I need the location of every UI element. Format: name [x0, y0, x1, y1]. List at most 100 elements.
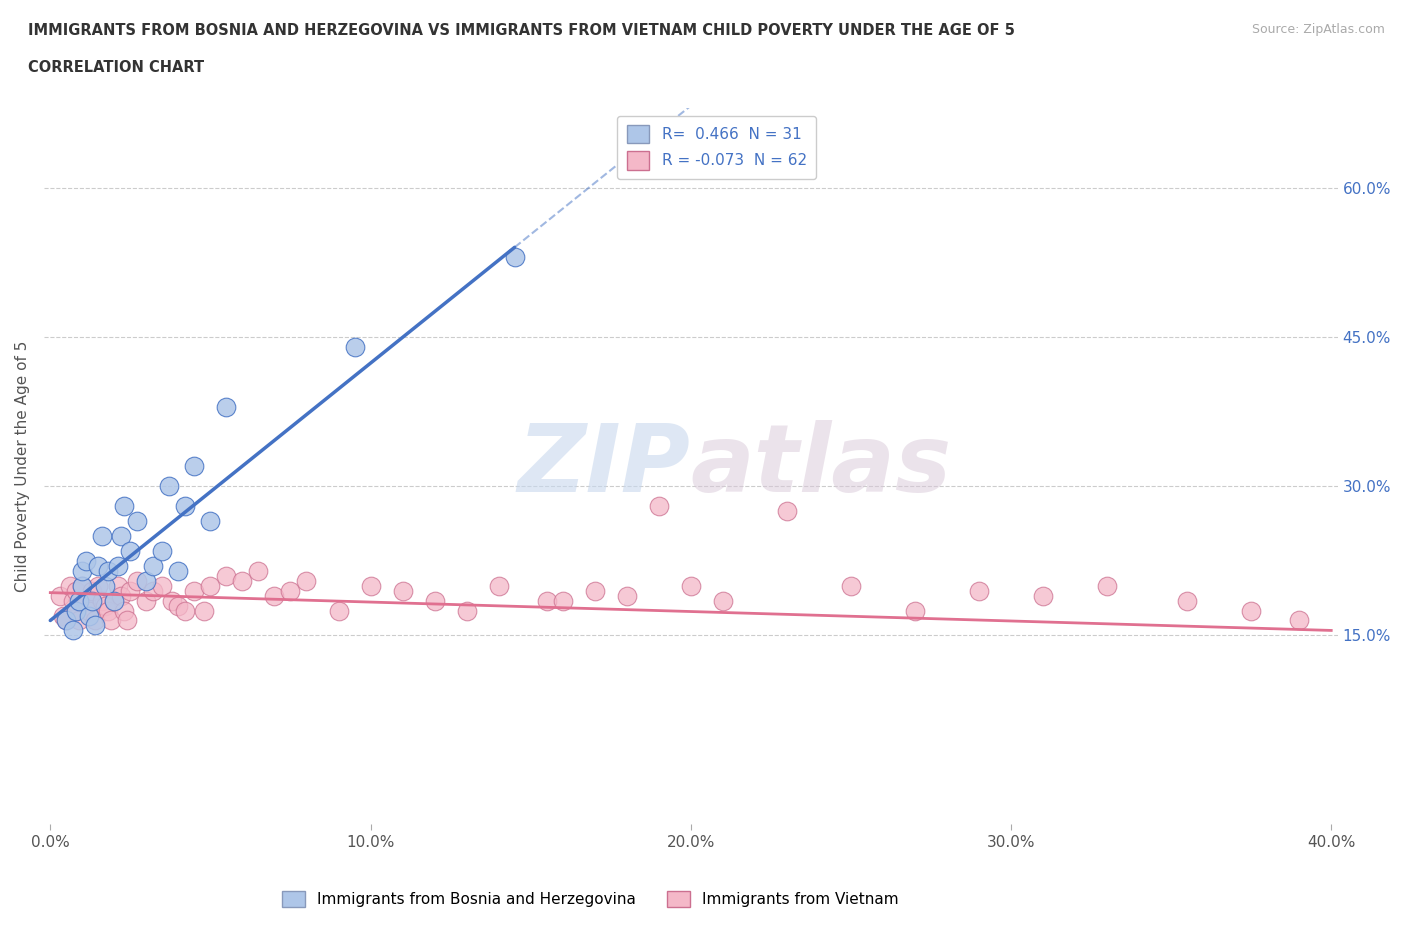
Point — [115, 613, 138, 628]
Point — [80, 593, 103, 608]
Point — [135, 593, 157, 608]
Point — [200, 578, 222, 593]
Point — [904, 603, 927, 618]
Point — [231, 573, 253, 588]
Point — [193, 603, 215, 618]
Point — [173, 603, 195, 618]
Point — [90, 593, 112, 608]
Point — [97, 564, 120, 578]
Text: Source: ZipAtlas.com: Source: ZipAtlas.com — [1251, 23, 1385, 36]
Point — [97, 603, 120, 618]
Point — [456, 603, 478, 618]
Point — [107, 558, 129, 573]
Point — [391, 583, 413, 598]
Point — [1240, 603, 1263, 618]
Point — [536, 593, 558, 608]
Point — [80, 583, 103, 598]
Point — [110, 588, 132, 603]
Point — [62, 593, 84, 608]
Point — [90, 528, 112, 543]
Point — [55, 613, 77, 628]
Point — [72, 564, 94, 578]
Point — [247, 564, 270, 578]
Point — [167, 564, 190, 578]
Point — [583, 583, 606, 598]
Legend: Immigrants from Bosnia and Herzegovina, Immigrants from Vietnam: Immigrants from Bosnia and Herzegovina, … — [276, 884, 905, 913]
Point — [110, 528, 132, 543]
Point — [84, 618, 107, 633]
Point — [967, 583, 990, 598]
Point — [328, 603, 350, 618]
Point — [503, 250, 526, 265]
Point — [776, 503, 799, 518]
Point — [280, 583, 302, 598]
Point — [125, 573, 148, 588]
Point — [167, 598, 190, 613]
Point — [112, 498, 135, 513]
Point — [142, 558, 165, 573]
Point — [120, 543, 142, 558]
Point — [616, 588, 638, 603]
Point — [65, 603, 87, 618]
Point — [100, 613, 122, 628]
Point — [103, 593, 125, 608]
Y-axis label: Child Poverty Under the Age of 5: Child Poverty Under the Age of 5 — [15, 340, 30, 591]
Point — [87, 578, 110, 593]
Point — [1095, 578, 1118, 593]
Text: CORRELATION CHART: CORRELATION CHART — [28, 60, 204, 75]
Text: atlas: atlas — [690, 420, 952, 512]
Point — [72, 578, 94, 593]
Point — [84, 613, 107, 628]
Point — [150, 543, 173, 558]
Point — [77, 603, 100, 618]
Point — [295, 573, 318, 588]
Point — [551, 593, 574, 608]
Text: IMMIGRANTS FROM BOSNIA AND HERZEGOVINA VS IMMIGRANTS FROM VIETNAM CHILD POVERTY : IMMIGRANTS FROM BOSNIA AND HERZEGOVINA V… — [28, 23, 1015, 38]
Point — [65, 603, 87, 618]
Point — [55, 613, 77, 628]
Point — [112, 603, 135, 618]
Point — [173, 498, 195, 513]
Legend: R=  0.466  N = 31, R = -0.073  N = 62: R= 0.466 N = 31, R = -0.073 N = 62 — [617, 115, 815, 179]
Point — [142, 583, 165, 598]
Point — [120, 583, 142, 598]
Point — [52, 608, 75, 623]
Point — [343, 339, 366, 354]
Point — [360, 578, 382, 593]
Point — [648, 498, 671, 513]
Point — [183, 583, 205, 598]
Point — [711, 593, 734, 608]
Point — [263, 588, 285, 603]
Point — [62, 623, 84, 638]
Point — [215, 399, 238, 414]
Point — [107, 578, 129, 593]
Point — [679, 578, 702, 593]
Point — [183, 458, 205, 473]
Point — [1288, 613, 1310, 628]
Point — [58, 578, 80, 593]
Point — [65, 583, 87, 598]
Point — [150, 578, 173, 593]
Point — [75, 593, 97, 608]
Text: ZIP: ZIP — [517, 420, 690, 512]
Point — [135, 573, 157, 588]
Point — [160, 593, 183, 608]
Point — [93, 578, 115, 593]
Point — [1175, 593, 1198, 608]
Point — [67, 593, 90, 608]
Point — [423, 593, 446, 608]
Point — [87, 558, 110, 573]
Point — [215, 568, 238, 583]
Point — [67, 613, 90, 628]
Point — [93, 598, 115, 613]
Point — [103, 593, 125, 608]
Point — [1032, 588, 1054, 603]
Point — [125, 513, 148, 528]
Point — [72, 578, 94, 593]
Point — [488, 578, 510, 593]
Point — [77, 608, 100, 623]
Point — [839, 578, 862, 593]
Point — [49, 588, 72, 603]
Point — [157, 479, 180, 494]
Point — [75, 553, 97, 568]
